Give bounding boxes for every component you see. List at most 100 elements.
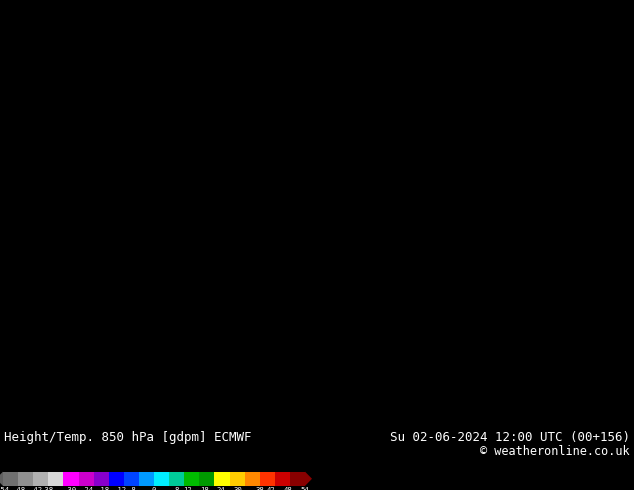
Text: 6: 6 [198, 351, 202, 356]
Text: 8: 8 [214, 161, 218, 166]
Text: 6: 6 [198, 400, 202, 405]
Text: 6: 6 [413, 182, 416, 187]
Text: 7: 7 [264, 14, 268, 19]
Text: 5: 5 [220, 358, 224, 363]
Text: 7: 7 [594, 224, 597, 229]
Text: 7: 7 [506, 428, 510, 433]
Text: 7: 7 [479, 386, 482, 391]
Text: 8: 8 [226, 84, 229, 89]
Text: 8: 8 [413, 351, 416, 356]
Text: 42: 42 [267, 487, 276, 490]
Text: 6: 6 [440, 161, 444, 166]
Text: 6: 6 [308, 428, 311, 433]
Text: 9: 9 [407, 316, 410, 320]
Text: 8: 8 [550, 294, 553, 299]
Text: 7: 7 [506, 168, 510, 173]
Text: 8: 8 [171, 98, 174, 103]
Text: 9: 9 [621, 0, 625, 5]
Text: 7: 7 [594, 203, 597, 208]
Text: 7: 7 [280, 70, 284, 75]
Text: 5: 5 [308, 330, 311, 335]
Text: 8: 8 [539, 301, 543, 307]
Text: 7: 7 [121, 49, 124, 54]
Text: 7: 7 [550, 365, 553, 369]
Text: 5: 5 [280, 428, 284, 433]
Text: 5: 5 [418, 91, 422, 96]
Text: 7: 7 [22, 294, 25, 299]
Text: 7: 7 [446, 189, 449, 195]
Text: 5: 5 [446, 42, 449, 47]
Text: 7: 7 [66, 330, 70, 335]
Text: 6: 6 [259, 435, 262, 440]
Text: 7: 7 [434, 175, 438, 180]
Text: 7: 7 [347, 112, 350, 117]
Text: 5: 5 [302, 358, 306, 363]
Text: 7: 7 [154, 239, 157, 244]
Text: 7: 7 [77, 337, 81, 342]
Text: 5: 5 [429, 84, 432, 89]
Text: 8: 8 [533, 0, 537, 5]
Text: 7: 7 [99, 386, 103, 391]
Text: 6: 6 [633, 161, 634, 166]
Text: 6: 6 [522, 119, 526, 124]
Text: 8: 8 [143, 154, 146, 159]
Text: 8: 8 [72, 175, 75, 180]
Text: 5: 5 [6, 7, 9, 12]
Text: 8: 8 [545, 77, 548, 82]
Text: 8: 8 [22, 371, 25, 377]
Text: 8: 8 [115, 189, 119, 195]
Text: 8: 8 [0, 414, 4, 419]
Text: 7: 7 [512, 203, 515, 208]
Text: 5: 5 [424, 35, 427, 40]
Text: 8: 8 [341, 273, 344, 278]
Text: 7: 7 [236, 182, 240, 187]
Text: 6: 6 [115, 322, 119, 327]
Text: 7: 7 [220, 224, 224, 229]
Text: 8: 8 [391, 337, 394, 342]
Text: 8: 8 [181, 84, 185, 89]
Text: 6: 6 [330, 421, 333, 426]
Text: 6: 6 [341, 49, 344, 54]
Text: 8: 8 [550, 259, 553, 265]
Text: 8: 8 [605, 63, 609, 68]
Text: 7: 7 [231, 280, 235, 286]
Text: 7: 7 [143, 330, 146, 335]
Text: 7: 7 [193, 259, 196, 265]
Text: 8: 8 [594, 259, 597, 265]
Text: 7: 7 [550, 371, 553, 377]
Text: 7: 7 [60, 309, 64, 314]
Text: 7: 7 [500, 351, 504, 356]
Text: 5: 5 [391, 105, 394, 110]
Text: 8: 8 [588, 77, 592, 82]
Text: 7: 7 [242, 280, 245, 286]
Text: 5: 5 [302, 414, 306, 419]
Text: 7: 7 [467, 400, 471, 405]
Text: 9: 9 [380, 259, 383, 265]
Text: 8: 8 [0, 379, 4, 384]
Text: 7: 7 [302, 126, 306, 131]
Text: 7: 7 [550, 84, 553, 89]
Text: 7: 7 [115, 259, 119, 265]
Text: 7: 7 [204, 245, 207, 250]
Text: 9: 9 [440, 337, 444, 342]
Text: 8: 8 [181, 154, 185, 159]
Text: 8: 8 [522, 351, 526, 356]
Text: 7: 7 [522, 196, 526, 201]
Text: 8: 8 [214, 77, 218, 82]
Text: 7: 7 [220, 126, 224, 131]
Text: 8: 8 [456, 343, 460, 348]
Text: 7: 7 [160, 210, 163, 216]
Text: 8: 8 [181, 133, 185, 138]
Text: 7: 7 [138, 400, 141, 405]
Text: 6: 6 [522, 112, 526, 117]
Text: 8: 8 [264, 140, 268, 145]
Text: 6: 6 [434, 147, 438, 152]
Text: 9: 9 [88, 105, 91, 110]
Text: 8: 8 [533, 330, 537, 335]
Text: 7: 7 [611, 371, 614, 377]
Text: 8: 8 [528, 231, 531, 236]
Text: 7: 7 [275, 224, 278, 229]
Text: 7: 7 [127, 28, 130, 33]
Text: 7: 7 [605, 98, 609, 103]
Text: 7: 7 [33, 330, 37, 335]
